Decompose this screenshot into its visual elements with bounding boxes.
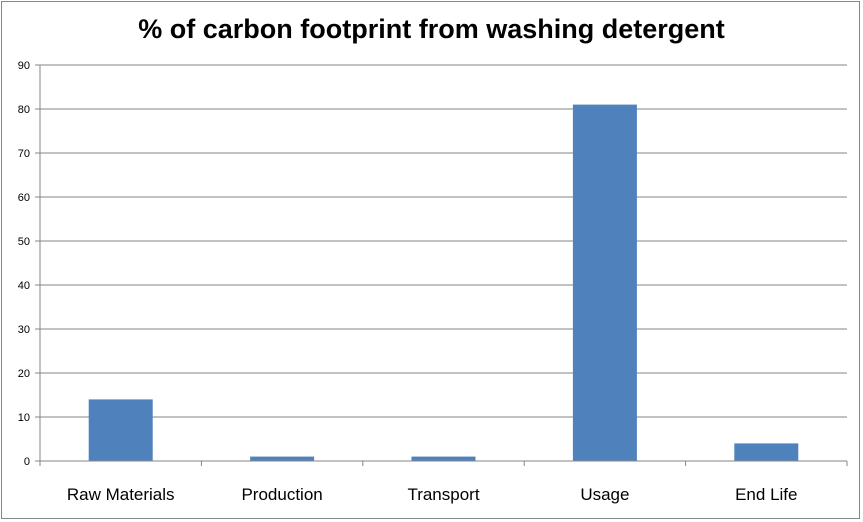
bar-usage: [572, 104, 637, 461]
bar-raw-materials: [88, 399, 153, 461]
bar-transport: [411, 456, 476, 461]
bars: [88, 104, 799, 461]
x-category-label: Usage: [580, 485, 629, 504]
y-tick-label: 70: [18, 148, 30, 160]
bar-end-life: [734, 443, 799, 461]
y-tick-label: 0: [24, 456, 30, 468]
chart-title: % of carbon footprint from washing deter…: [138, 14, 725, 44]
y-tick-label: 40: [18, 280, 30, 292]
x-category-label: End Life: [735, 485, 797, 504]
bar-production: [250, 456, 315, 461]
y-tick-label: 10: [18, 412, 30, 424]
y-tick-label: 30: [18, 324, 30, 336]
y-tick-label: 60: [18, 192, 30, 204]
y-tick-label: 50: [18, 236, 30, 248]
x-category-label: Transport: [407, 485, 479, 504]
x-category-label: Raw Materials: [67, 485, 175, 504]
gridlines: [40, 64, 847, 418]
y-tick-label: 90: [18, 60, 30, 72]
axes: [35, 64, 848, 466]
x-category-label: Production: [241, 485, 322, 504]
axis-labels: 0 10 20 30 40 50 60 70 80 90 Raw Materials Producti…: [18, 60, 798, 504]
y-tick-label: 80: [18, 104, 30, 116]
y-tick-label: 20: [18, 368, 30, 380]
